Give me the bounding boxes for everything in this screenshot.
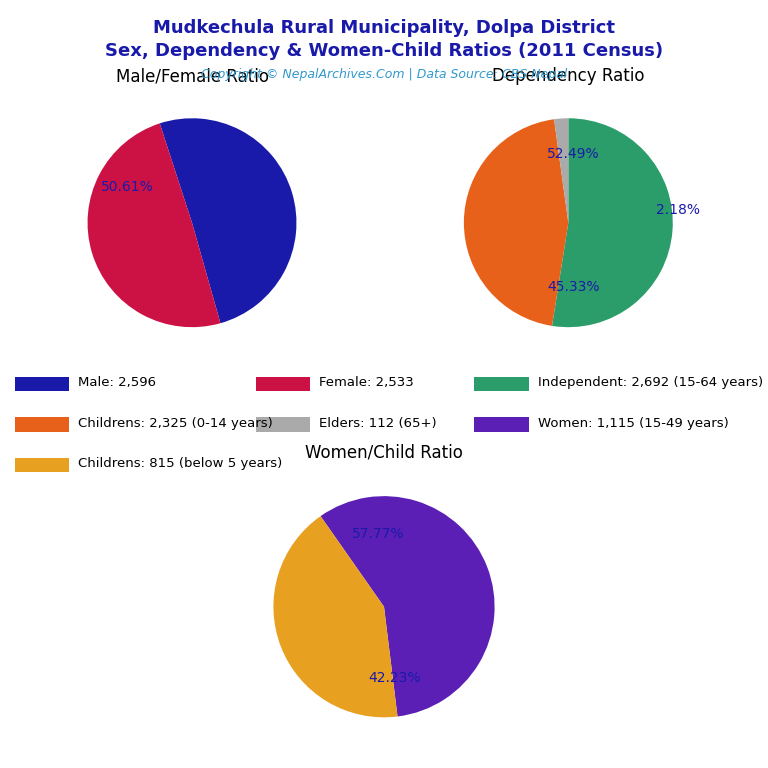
Wedge shape [554,118,568,223]
Text: 45.33%: 45.33% [548,280,600,293]
Text: 49.39%: 49.39% [223,264,276,278]
Text: 57.77%: 57.77% [353,527,405,541]
Text: 42.23%: 42.23% [369,671,422,685]
Title: Dependency Ratio: Dependency Ratio [492,67,644,85]
Wedge shape [88,124,220,327]
Title: Women/Child Ratio: Women/Child Ratio [305,443,463,462]
Text: 52.49%: 52.49% [548,147,600,161]
FancyBboxPatch shape [475,417,528,432]
Wedge shape [552,118,673,327]
Text: 50.61%: 50.61% [101,180,154,194]
Text: Women: 1,115 (15-49 years): Women: 1,115 (15-49 years) [538,417,728,430]
Text: Female: 2,533: Female: 2,533 [319,376,414,389]
Wedge shape [273,516,398,717]
Text: Copyright © NepalArchives.Com | Data Source: CBS Nepal: Copyright © NepalArchives.Com | Data Sou… [201,68,567,81]
FancyBboxPatch shape [256,376,310,392]
Text: Elders: 112 (65+): Elders: 112 (65+) [319,417,437,430]
Wedge shape [320,496,495,717]
FancyBboxPatch shape [475,376,528,392]
Text: Childrens: 2,325 (0-14 years): Childrens: 2,325 (0-14 years) [78,417,273,430]
FancyBboxPatch shape [256,417,310,432]
Wedge shape [464,119,568,326]
FancyBboxPatch shape [15,376,69,392]
Text: Male: 2,596: Male: 2,596 [78,376,157,389]
Wedge shape [160,118,296,323]
Text: Sex, Dependency & Women-Child Ratios (2011 Census): Sex, Dependency & Women-Child Ratios (20… [105,42,663,60]
FancyBboxPatch shape [15,458,69,472]
Text: 2.18%: 2.18% [656,204,700,217]
Text: Independent: 2,692 (15-64 years): Independent: 2,692 (15-64 years) [538,376,763,389]
FancyBboxPatch shape [15,417,69,432]
Text: Mudkechula Rural Municipality, Dolpa District: Mudkechula Rural Municipality, Dolpa Dis… [153,19,615,37]
Text: Childrens: 815 (below 5 years): Childrens: 815 (below 5 years) [78,458,283,470]
Title: Male/Female Ratio: Male/Female Ratio [115,67,269,85]
